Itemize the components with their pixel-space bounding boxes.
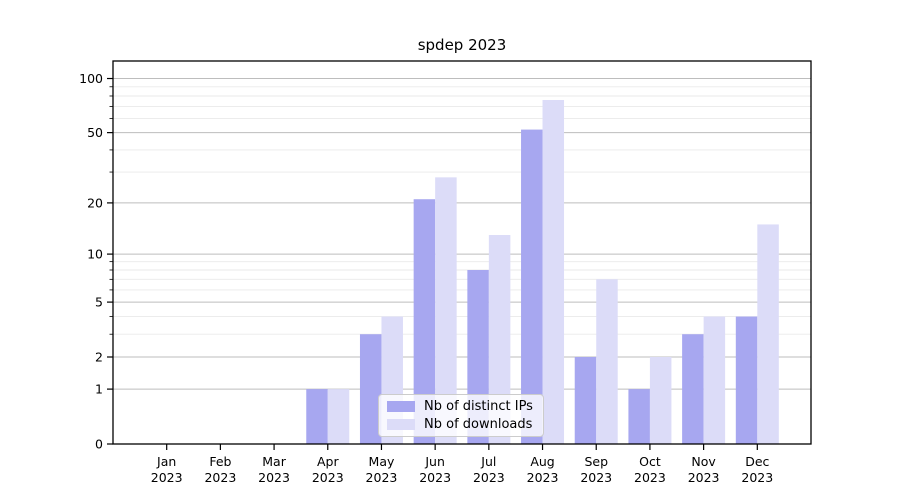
x-tick-label-month: Oct	[639, 454, 661, 469]
bar-downloads-oct	[649, 356, 672, 444]
x-tick-label-month: May	[369, 454, 395, 469]
x-tick-label-month: Sep	[584, 454, 608, 469]
x-tick-label-year: 2023	[312, 470, 344, 485]
bar-distinct-ips-aug	[521, 129, 543, 445]
bar-downloads-sep	[596, 279, 618, 444]
bar-downloads-dec	[757, 224, 779, 444]
x-tick-label-month: Apr	[317, 454, 339, 469]
bar-distinct-ips-dec	[735, 316, 758, 444]
axes-frame	[112, 60, 812, 445]
x-tick-label-year: 2023	[688, 470, 720, 485]
x-tick-label-year: 2023	[741, 470, 773, 485]
bar-downloads-apr	[327, 389, 350, 444]
legend-row-downloads: Nb of downloads	[387, 417, 535, 432]
legend: Nb of distinct IPs Nb of downloads	[378, 394, 544, 437]
legend-swatch-downloads	[387, 418, 415, 430]
bar-distinct-ips-apr	[306, 389, 328, 444]
y-tick-label: 50	[87, 125, 103, 140]
x-tick-label-month: Aug	[530, 454, 554, 469]
bar-distinct-ips-nov	[682, 334, 704, 444]
x-tick-label-year: 2023	[258, 470, 290, 485]
x-tick-label-month: Jan	[156, 454, 176, 469]
y-tick-label: 1	[95, 382, 103, 397]
x-tick-label-month: Feb	[209, 454, 231, 469]
plot-frame	[112, 60, 812, 445]
bar-distinct-ips-sep	[574, 356, 597, 444]
x-tick-label-year: 2023	[419, 470, 451, 485]
legend-label-distinct-ips: Nb of distinct IPs	[424, 399, 533, 415]
legend-label-downloads: Nb of downloads	[424, 416, 533, 432]
legend-row-distinct-ips: Nb of distinct IPs	[387, 399, 535, 414]
x-tick-label-month: Dec	[745, 454, 769, 469]
x-tick-label-year: 2023	[580, 470, 612, 485]
y-tick-label: 0	[95, 437, 103, 452]
y-tick-label: 100	[79, 71, 103, 86]
bars	[306, 100, 779, 445]
legend-swatch-distinct-ips	[387, 401, 415, 413]
bar-downloads-jun	[435, 177, 457, 445]
bar-downloads-aug	[542, 100, 565, 444]
bar-downloads-nov	[703, 316, 726, 444]
bar-distinct-ips-may	[359, 334, 382, 444]
x-tick-label-month: Jun	[424, 454, 445, 469]
x-tick-label-year: 2023	[151, 470, 183, 485]
chart-title: spdep 2023	[417, 36, 507, 54]
x-tick-label-year: 2023	[527, 470, 559, 485]
bar-distinct-ips-oct	[628, 389, 650, 444]
bar-downloads-jul	[488, 235, 511, 444]
axis-ticks	[107, 77, 758, 450]
grid-minor	[113, 86, 811, 335]
x-tick-label-year: 2023	[204, 470, 236, 485]
y-tick-label: 10	[87, 247, 103, 262]
x-tick-label-month: Jul	[480, 454, 496, 469]
y-tick-label: 20	[87, 195, 103, 210]
x-tick-label-year: 2023	[366, 470, 398, 485]
bar-distinct-ips-jun	[413, 199, 436, 444]
y-tick-label: 2	[95, 349, 103, 364]
x-tick-label-year: 2023	[634, 470, 666, 485]
x-tick-label-year: 2023	[473, 470, 505, 485]
y-tick-label: 5	[95, 295, 103, 310]
x-tick-label-month: Mar	[262, 454, 286, 469]
x-tick-label-month: Nov	[691, 454, 716, 469]
axis-labels: 0125102050100Jan2023Feb2023Mar2023Apr202…	[79, 71, 773, 485]
